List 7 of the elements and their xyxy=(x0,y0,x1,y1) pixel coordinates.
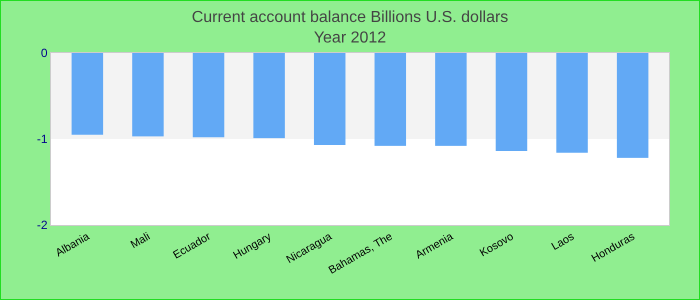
y-tick-label: -2 xyxy=(36,218,48,232)
y-tick-label: 0 xyxy=(40,46,48,60)
x-tick-label: Laos xyxy=(550,230,577,253)
chart-title: Current account balance Billions U.S. dollars xyxy=(192,8,508,26)
chart-subtitle: Year 2012 xyxy=(314,30,386,47)
x-tick-label: Mali xyxy=(128,230,152,252)
y-tick-label: -1 xyxy=(36,132,48,146)
